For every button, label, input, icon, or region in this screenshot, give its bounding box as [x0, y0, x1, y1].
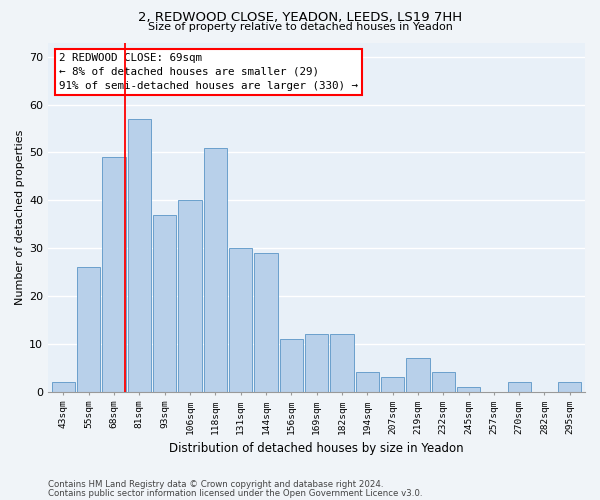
- Bar: [77, 267, 100, 392]
- Bar: [153, 214, 176, 392]
- Text: Size of property relative to detached houses in Yeadon: Size of property relative to detached ho…: [148, 22, 452, 32]
- Text: 2, REDWOOD CLOSE, YEADON, LEEDS, LS19 7HH: 2, REDWOOD CLOSE, YEADON, LEEDS, LS19 7H…: [138, 11, 462, 24]
- Bar: [356, 372, 379, 392]
- Bar: [229, 248, 252, 392]
- Bar: [203, 148, 227, 392]
- Bar: [178, 200, 202, 392]
- Bar: [103, 157, 125, 392]
- X-axis label: Distribution of detached houses by size in Yeadon: Distribution of detached houses by size …: [169, 442, 464, 455]
- Bar: [406, 358, 430, 392]
- Bar: [558, 382, 581, 392]
- Y-axis label: Number of detached properties: Number of detached properties: [15, 130, 25, 304]
- Bar: [330, 334, 353, 392]
- Bar: [254, 253, 278, 392]
- Text: Contains HM Land Registry data © Crown copyright and database right 2024.: Contains HM Land Registry data © Crown c…: [48, 480, 383, 489]
- Bar: [128, 119, 151, 392]
- Bar: [457, 386, 480, 392]
- Bar: [280, 339, 303, 392]
- Text: 2 REDWOOD CLOSE: 69sqm
← 8% of detached houses are smaller (29)
91% of semi-deta: 2 REDWOOD CLOSE: 69sqm ← 8% of detached …: [59, 53, 358, 91]
- Bar: [431, 372, 455, 392]
- Bar: [381, 377, 404, 392]
- Bar: [508, 382, 531, 392]
- Text: Contains public sector information licensed under the Open Government Licence v3: Contains public sector information licen…: [48, 488, 422, 498]
- Bar: [52, 382, 75, 392]
- Bar: [305, 334, 328, 392]
